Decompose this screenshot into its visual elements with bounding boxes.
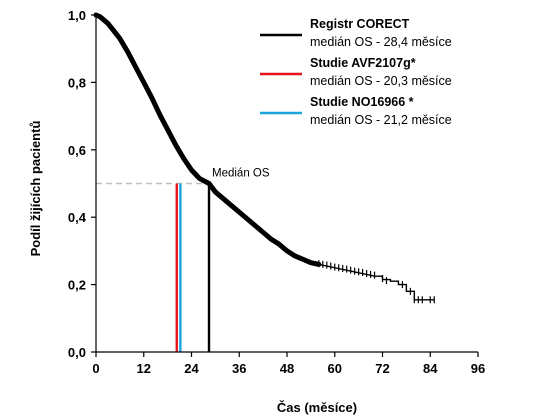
legend-subtitle-no16966: medián OS - 21,2 měsíce [310, 113, 452, 127]
median-os-annotation: Medián OS [212, 168, 270, 180]
y-tick-label: 0,6 [68, 143, 86, 158]
x-tick-label: 0 [92, 361, 99, 376]
axes [95, 15, 478, 353]
y-tick-label: 0,2 [68, 278, 86, 293]
median-guides [96, 182, 211, 352]
legend-name-avf2107g: Studie AVF2107g* [310, 56, 416, 70]
legend: Registr CORECT medián OS - 28,4 měsíce S… [260, 17, 452, 127]
x-tick-label: 60 [328, 361, 342, 376]
legend-name-registr: Registr CORECT [310, 17, 410, 31]
y-tick-label: 0,0 [68, 345, 86, 360]
series-lines [93, 12, 435, 301]
axis-ticks: 0 12 24 36 48 60 72 84 96 0,0 0,2 0,4 0,6 0,8 1,0 [68, 8, 485, 376]
x-tick-label: 84 [423, 361, 438, 376]
x-tick-label: 72 [375, 361, 389, 376]
x-tick-label: 96 [471, 361, 485, 376]
x-tick-label: 24 [184, 361, 199, 376]
survival-curve-registr-dense [93, 12, 322, 267]
legend-subtitle-avf2107g: medián OS - 20,3 měsíce [310, 74, 452, 88]
legend-subtitle-registr: medián OS - 28,4 měsíce [310, 35, 452, 49]
y-tick-label: 0,4 [68, 210, 87, 225]
x-axis-title: Čas (měsíce) [277, 400, 357, 415]
x-tick-label: 36 [232, 361, 246, 376]
x-tick-label: 12 [137, 361, 151, 376]
y-tick-label: 0,8 [68, 75, 86, 90]
legend-name-no16966: Studie NO16966 * [310, 95, 414, 109]
x-tick-label: 48 [280, 361, 294, 376]
y-axis-title: Podíl žijících pacientů [28, 121, 43, 257]
y-tick-label: 1,0 [68, 8, 86, 23]
censor-marks [318, 260, 435, 304]
